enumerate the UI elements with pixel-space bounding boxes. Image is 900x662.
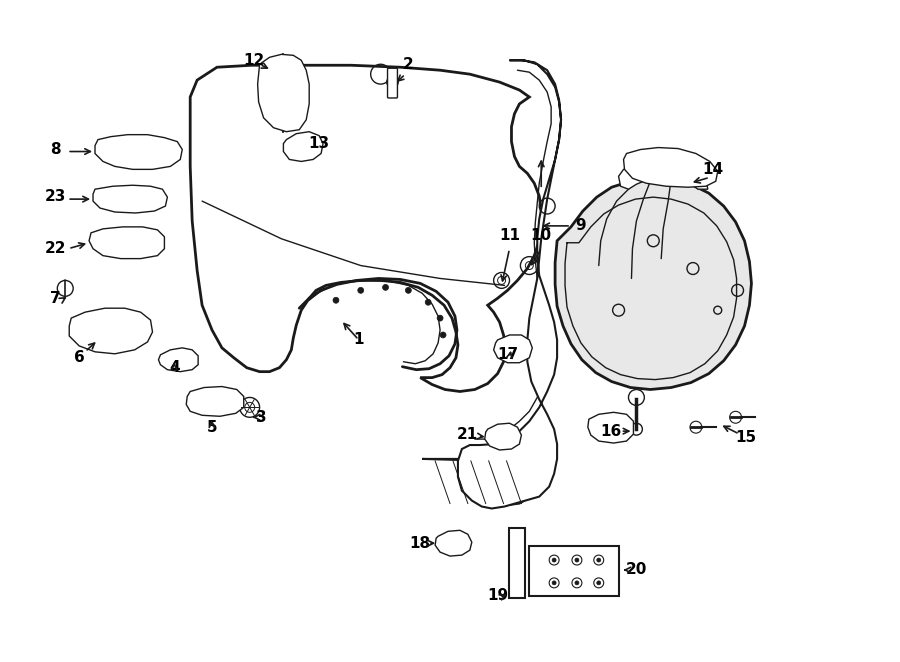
Circle shape xyxy=(425,299,431,305)
Polygon shape xyxy=(190,66,541,391)
Text: 6: 6 xyxy=(74,350,85,365)
Circle shape xyxy=(597,581,600,585)
Text: 18: 18 xyxy=(410,536,431,551)
Circle shape xyxy=(631,423,643,435)
Polygon shape xyxy=(458,60,561,508)
Text: 17: 17 xyxy=(497,348,518,362)
Text: 23: 23 xyxy=(45,189,66,204)
Polygon shape xyxy=(186,387,244,416)
Polygon shape xyxy=(588,412,634,443)
Polygon shape xyxy=(69,308,152,354)
Text: 7: 7 xyxy=(50,291,60,306)
Polygon shape xyxy=(93,185,167,213)
Polygon shape xyxy=(618,154,707,189)
Polygon shape xyxy=(95,134,183,169)
Text: 22: 22 xyxy=(45,241,66,256)
Circle shape xyxy=(358,287,364,293)
Polygon shape xyxy=(158,348,198,371)
Circle shape xyxy=(437,315,443,321)
Text: 20: 20 xyxy=(626,563,647,577)
Text: 1: 1 xyxy=(354,332,364,348)
Text: 4: 4 xyxy=(169,360,180,375)
Circle shape xyxy=(552,558,556,562)
Text: 15: 15 xyxy=(735,430,756,445)
Circle shape xyxy=(405,287,411,293)
Circle shape xyxy=(575,558,579,562)
Circle shape xyxy=(552,581,556,585)
Polygon shape xyxy=(435,530,472,556)
FancyBboxPatch shape xyxy=(388,68,398,98)
Text: 19: 19 xyxy=(487,589,508,603)
Text: 5: 5 xyxy=(207,420,217,435)
Polygon shape xyxy=(624,148,717,187)
Text: 2: 2 xyxy=(403,57,414,71)
Polygon shape xyxy=(485,423,521,450)
Polygon shape xyxy=(529,546,618,596)
Polygon shape xyxy=(509,528,526,598)
Polygon shape xyxy=(422,459,541,506)
Text: 16: 16 xyxy=(600,424,621,439)
Text: 11: 11 xyxy=(499,228,520,244)
Text: 9: 9 xyxy=(576,218,586,234)
Polygon shape xyxy=(555,178,752,389)
Polygon shape xyxy=(257,54,310,132)
Text: 12: 12 xyxy=(243,53,265,68)
Circle shape xyxy=(597,558,600,562)
Polygon shape xyxy=(493,335,532,363)
Text: 13: 13 xyxy=(309,136,329,151)
Circle shape xyxy=(333,297,339,303)
Text: 3: 3 xyxy=(256,410,267,425)
Circle shape xyxy=(382,285,389,291)
Text: 21: 21 xyxy=(457,426,479,442)
Polygon shape xyxy=(89,227,165,259)
Polygon shape xyxy=(284,132,323,162)
Circle shape xyxy=(440,332,446,338)
Circle shape xyxy=(575,581,579,585)
Text: 14: 14 xyxy=(702,162,724,177)
Text: 8: 8 xyxy=(50,142,60,157)
Text: 10: 10 xyxy=(531,228,552,244)
